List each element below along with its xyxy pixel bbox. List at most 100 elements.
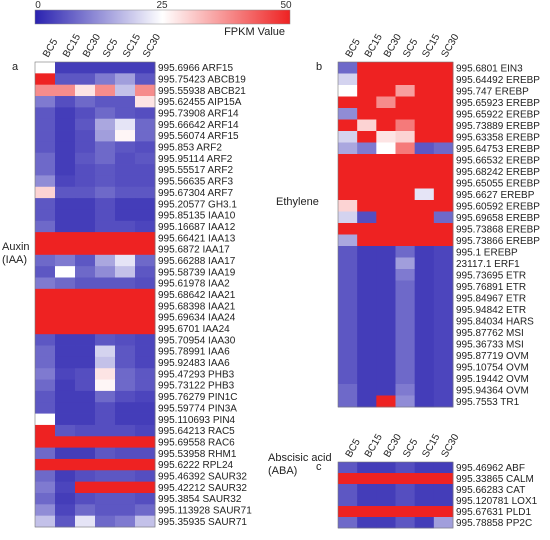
heatmap-cell	[376, 96, 396, 109]
heatmap-cell	[395, 506, 416, 518]
heatmap-cell	[376, 484, 396, 496]
heatmap-cell	[376, 473, 396, 485]
heatmap-cell	[338, 165, 358, 178]
heatmap-cell	[95, 402, 116, 414]
heatmap-cell	[433, 395, 454, 408]
heatmap-cell	[55, 243, 76, 256]
heatmap-cell	[395, 62, 416, 74]
panel-label: a	[12, 61, 19, 73]
heatmap-cell	[414, 223, 435, 235]
heatmap-cell	[75, 84, 96, 97]
column-label: SC5	[101, 37, 120, 60]
heatmap-cell	[433, 234, 454, 247]
heatmap-cell	[55, 152, 76, 165]
heatmap-cell	[95, 515, 116, 528]
row-label: 995.67304 ARF7	[158, 188, 233, 199]
heatmap-cell	[115, 311, 136, 324]
heatmap-cell	[135, 232, 156, 244]
column-label: SC30	[439, 32, 461, 60]
heatmap-cell	[95, 209, 116, 222]
row-label: 995.46962 ABF	[456, 463, 525, 474]
heatmap-cell	[338, 292, 358, 304]
row-label: 995.113928 SAUR71	[158, 505, 252, 516]
heatmap-cell	[95, 413, 116, 426]
legend-tick-mid: 25	[156, 0, 168, 11]
heatmap-cell	[433, 361, 454, 373]
row-label: 995.62455 AIP15A	[158, 97, 242, 108]
heatmap-cell	[395, 188, 416, 201]
heatmap-cell	[55, 470, 76, 483]
heatmap-cell	[95, 141, 116, 154]
heatmap-cell	[115, 402, 136, 414]
heatmap-cell	[135, 130, 156, 142]
heatmap-cell	[338, 108, 358, 120]
row-label: 23117.1 ERF1	[456, 259, 520, 270]
heatmap-cell	[395, 154, 416, 166]
heatmap-cell	[115, 118, 136, 131]
heatmap-cell	[433, 188, 454, 201]
column-label: BC15	[363, 432, 385, 460]
heatmap-cell	[75, 118, 96, 131]
heatmap-cell	[433, 257, 454, 270]
heatmap-cell	[135, 402, 156, 414]
heatmap-cell	[75, 96, 96, 108]
heatmap-cell	[35, 458, 56, 471]
row-label: 995.68242 EREBP	[456, 167, 540, 178]
heatmap-cell	[75, 232, 96, 244]
column-label: SC5	[401, 437, 420, 460]
row-label: 995.33865 CALM	[456, 474, 534, 485]
heatmap-cell	[135, 73, 156, 86]
heatmap-cell	[395, 85, 416, 97]
heatmap-cell	[95, 277, 116, 290]
row-label: 995.73868 EREBP	[456, 224, 540, 235]
heatmap-cell	[135, 390, 156, 403]
heatmap-cell	[376, 495, 396, 507]
heatmap-cell	[95, 254, 116, 267]
heatmap-cell	[75, 356, 96, 369]
heatmap-cell	[395, 303, 416, 316]
heatmap-cell	[55, 118, 76, 131]
column-label: BC15	[363, 32, 385, 60]
row-label: 995.55938 ABCB21	[158, 86, 246, 97]
heatmap-cell	[95, 436, 116, 449]
heatmap-cell	[55, 141, 76, 154]
heatmap-cell	[433, 384, 454, 396]
heatmap-cell	[395, 384, 416, 396]
heatmap-cell	[376, 303, 396, 316]
row-label: 995.67631 PLD1	[456, 507, 532, 518]
heatmap-cell	[135, 152, 156, 165]
heatmap-cell	[115, 322, 136, 335]
heatmap-cell	[357, 85, 377, 97]
heatmap-cell	[357, 142, 377, 155]
heatmap-cell	[75, 470, 96, 483]
heatmap-cell	[357, 223, 377, 235]
heatmap-cell	[357, 108, 377, 120]
heatmap-cell	[414, 234, 435, 247]
heatmap-cell	[357, 269, 377, 281]
heatmap-cell	[357, 154, 377, 166]
heatmap-cell	[433, 303, 454, 316]
heatmap-cell	[357, 96, 377, 109]
heatmap-cell	[115, 130, 136, 142]
heatmap-cell	[414, 349, 435, 362]
heatmap-cell	[75, 107, 96, 120]
heatmap-cell	[414, 154, 435, 166]
heatmap-cell	[35, 368, 56, 380]
heatmap-cell	[376, 246, 396, 258]
heatmap-cell	[75, 254, 96, 267]
heatmap-cell	[35, 175, 56, 188]
legend-gradient-bar	[34, 9, 291, 25]
heatmap-cell	[414, 361, 435, 373]
heatmap-cell	[376, 142, 396, 155]
heatmap-cell	[357, 384, 377, 396]
heatmap-cell	[115, 141, 136, 154]
heatmap-cell	[376, 506, 396, 518]
heatmap-cell	[115, 266, 136, 278]
column-label: SC15	[121, 32, 143, 60]
heatmap-cell	[55, 458, 76, 471]
heatmap-cell	[115, 379, 136, 392]
heatmap-cell	[135, 198, 156, 210]
heatmap-cell	[95, 368, 116, 380]
heatmap-cell	[115, 198, 136, 210]
heatmap-cell	[75, 402, 96, 414]
